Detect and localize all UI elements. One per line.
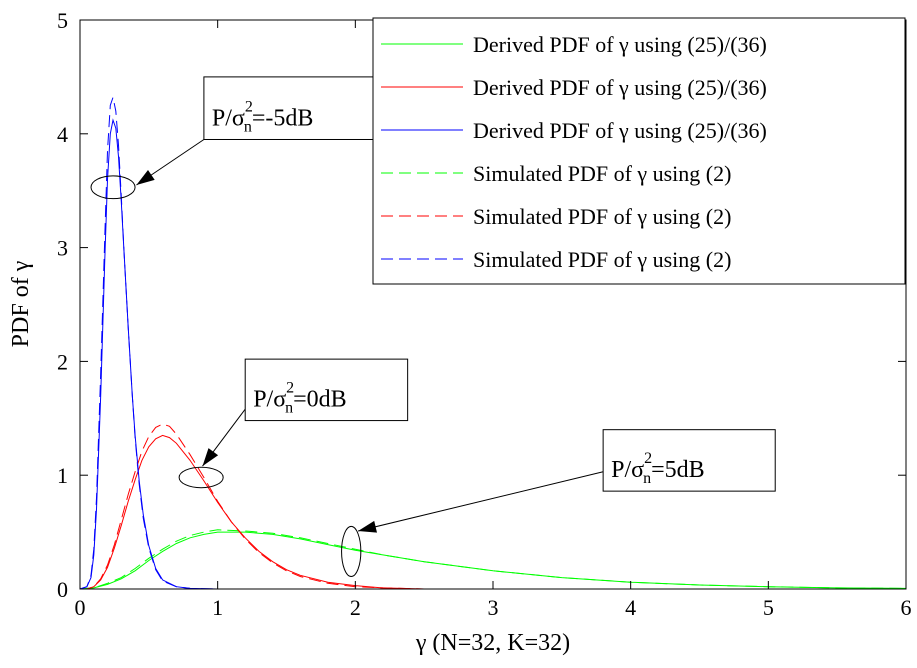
annotation-box xyxy=(203,76,384,140)
x-tick-label: 2 xyxy=(350,595,361,620)
legend-box xyxy=(372,17,906,285)
annotation-label: P/σ2 n=-5dB xyxy=(212,98,314,135)
y-tick-label: 2 xyxy=(57,349,68,374)
legend-label-6: Simulated PDF of γ using (2) xyxy=(473,247,731,272)
annotation-ellipse xyxy=(90,175,136,200)
series-line-1 xyxy=(79,531,907,590)
annotation-label: P/σ2 n=5dB xyxy=(611,450,705,487)
y-tick-label: 1 xyxy=(57,463,68,488)
x-axis-title: γ (N=32, K=32) xyxy=(415,630,570,656)
y-tick-label: 4 xyxy=(57,122,68,147)
annotation-ellipse xyxy=(178,466,224,489)
legend: Derived PDF of γ using (25)/(36) Derived … xyxy=(372,17,906,285)
legend-label-2: Derived PDF of γ using (25)/(36) xyxy=(473,75,767,100)
annotation-arrow xyxy=(357,471,604,532)
y-tick-label: 0 xyxy=(57,577,68,602)
y-axis-title: PDF of γ xyxy=(8,260,34,347)
legend-label-1: Derived PDF of γ using (25)/(36) xyxy=(473,32,767,57)
series-line-5 xyxy=(80,423,906,590)
series-line-2 xyxy=(80,434,906,590)
legend-label-3: Derived PDF of γ using (25)/(36) xyxy=(473,118,767,143)
x-tick-label: 1 xyxy=(212,595,223,620)
annotation-box xyxy=(244,358,409,422)
annotation-label: P/σ2 n=0dB xyxy=(253,380,347,417)
x-tick-label: 5 xyxy=(763,595,774,620)
annotations: P/σ2 n=-5dB P/σ2 n=0dB P/σ2 n=5dB xyxy=(90,76,776,577)
x-tick-label: 3 xyxy=(488,595,499,620)
legend-label-4: Simulated PDF of γ using (2) xyxy=(473,161,731,186)
x-tick-label: 6 xyxy=(901,595,912,620)
annotation-1: P/σ2 n=-5dB xyxy=(90,76,384,200)
arrow-head xyxy=(202,448,219,467)
x-tick-label: 0 xyxy=(75,595,86,620)
legend-label-5: Simulated PDF of γ using (2) xyxy=(473,204,731,229)
x-tick-label: 4 xyxy=(625,595,636,620)
annotation-3: P/σ2 n=5dB xyxy=(341,429,776,577)
arrow-head xyxy=(358,520,377,533)
series-line-6 xyxy=(79,95,906,590)
y-tick-label: 5 xyxy=(57,8,68,33)
y-tick-label: 3 xyxy=(57,236,68,261)
series-line-3 xyxy=(79,118,906,590)
arrow-head xyxy=(136,170,155,185)
annotation-2: P/σ2 n=0dB xyxy=(178,358,409,489)
axis-ticks: 0 1 2 3 4 5 6 0 1 2 3 4 5 xyxy=(57,8,912,620)
annotation-box xyxy=(602,429,776,492)
annotation-ellipse xyxy=(341,525,362,577)
series-line-4 xyxy=(79,529,907,590)
